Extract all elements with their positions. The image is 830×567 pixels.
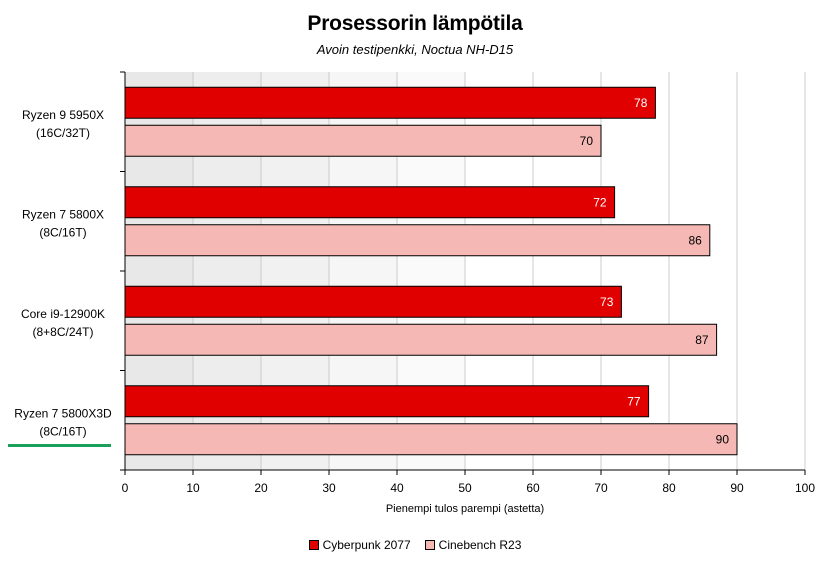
category-label-line2: (16C/32T) bbox=[36, 126, 90, 140]
bar bbox=[124, 86, 656, 119]
x-tick-label: 50 bbox=[458, 481, 472, 495]
bar bbox=[124, 423, 738, 456]
data-label: 73 bbox=[600, 295, 614, 309]
legend-item-cinebench: Cinebench R23 bbox=[424, 538, 522, 552]
x-tick-label: 90 bbox=[730, 481, 744, 495]
data-label: 87 bbox=[695, 333, 709, 347]
data-label: 90 bbox=[716, 432, 730, 446]
legend-label-cinebench: Cinebench R23 bbox=[438, 538, 522, 552]
category-label-line2: (8C/16T) bbox=[39, 424, 86, 438]
x-tick-label: 70 bbox=[594, 481, 608, 495]
chart-subtitle: Avoin testipenkki, Noctua NH-D15 bbox=[316, 42, 514, 57]
bar bbox=[124, 186, 616, 219]
x-tick-label: 60 bbox=[526, 481, 540, 495]
legend-item-cyberpunk: Cyberpunk 2077 bbox=[308, 538, 411, 552]
data-label: 72 bbox=[593, 195, 607, 209]
highlight-underline bbox=[8, 444, 111, 447]
x-tick-label: 80 bbox=[662, 481, 676, 495]
data-label: 70 bbox=[580, 134, 594, 148]
bar bbox=[124, 285, 622, 318]
bar bbox=[124, 385, 650, 418]
x-axis-label: Pienempi tulos parempi (astetta) bbox=[386, 503, 544, 515]
plot-band bbox=[669, 72, 737, 470]
data-label: 77 bbox=[627, 394, 641, 408]
x-tick-label: 30 bbox=[322, 481, 336, 495]
category-label-line1: Ryzen 9 5950X bbox=[22, 108, 104, 122]
category-label-line2: (8C/16T) bbox=[39, 225, 86, 239]
category-label-line1: Ryzen 7 5800X3D bbox=[14, 406, 112, 420]
x-tick-label: 0 bbox=[122, 481, 129, 495]
bar bbox=[124, 323, 718, 356]
x-tick-label: 40 bbox=[390, 481, 404, 495]
category-label-line1: Core i9-12900K bbox=[21, 307, 105, 321]
x-tick-label: 10 bbox=[186, 481, 200, 495]
legend-swatch-cyberpunk bbox=[308, 540, 319, 550]
category-label-line2: (8+8C/24T) bbox=[32, 325, 93, 339]
data-label: 86 bbox=[688, 233, 702, 247]
bar bbox=[124, 224, 711, 257]
data-label: 78 bbox=[634, 96, 648, 110]
legend: Cyberpunk 2077 Cinebench R23 bbox=[0, 538, 830, 552]
plot-band bbox=[737, 72, 805, 470]
legend-swatch-cinebench bbox=[424, 540, 435, 550]
legend-label-cyberpunk: Cyberpunk 2077 bbox=[322, 538, 411, 552]
bar bbox=[124, 124, 602, 157]
x-tick-label: 20 bbox=[254, 481, 268, 495]
x-tick-label: 100 bbox=[795, 481, 815, 495]
chart-title: Prosessorin lämpötila bbox=[307, 12, 523, 35]
category-label-line1: Ryzen 7 5800X bbox=[22, 207, 104, 221]
